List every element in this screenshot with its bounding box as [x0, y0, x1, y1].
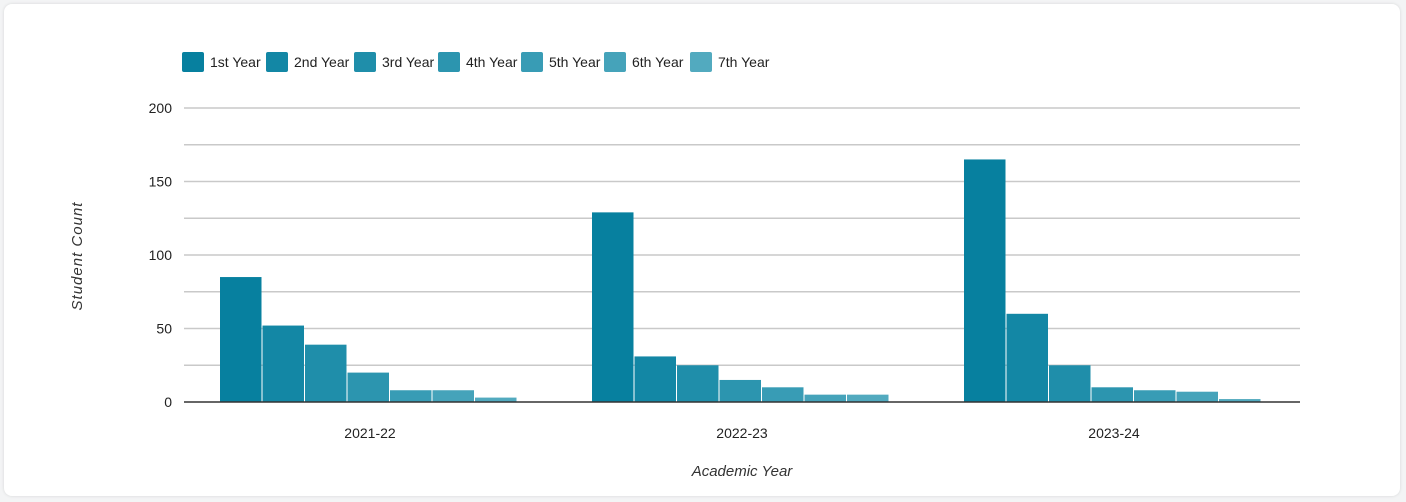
bar: [1176, 391, 1218, 402]
bar: [1219, 399, 1261, 402]
gridlines: [184, 107, 1300, 366]
x-axis-title: Academic Year: [691, 463, 794, 480]
bar: [347, 372, 389, 402]
legend-item: 3rd Year: [354, 52, 434, 72]
bar: [677, 365, 719, 402]
legend-label: 7th Year: [718, 54, 770, 70]
legend: 1st Year 2nd Year 3rd Year 4th Year 5th Year…: [182, 52, 770, 72]
y-tick-label: 100: [149, 247, 173, 263]
legend-label: 2nd Year: [294, 54, 350, 70]
legend-item: 6th Year: [604, 52, 684, 72]
bar: [592, 212, 634, 402]
bar: [432, 390, 474, 402]
x-tick-label: 2023-24: [1088, 425, 1140, 441]
bar: [390, 390, 432, 402]
bar-chart: 1st Year 2nd Year 3rd Year 4th Year 5th Year…: [69, 52, 1300, 480]
legend-label: 6th Year: [632, 54, 684, 70]
bar: [762, 387, 804, 402]
y-tick-label: 200: [149, 100, 173, 116]
bar: [964, 159, 1006, 402]
legend-label: 3rd Year: [382, 54, 434, 70]
bar: [262, 325, 304, 402]
bars: [220, 159, 1261, 402]
y-tick-label: 50: [156, 321, 172, 337]
legend-item: 4th Year: [438, 52, 518, 72]
legend-label: 5th Year: [549, 54, 601, 70]
legend-swatch: [354, 52, 376, 72]
y-axis-title: Student Count: [69, 202, 86, 311]
legend-swatch: [690, 52, 712, 72]
x-axis-categories: 2021-22 2022-23 2023-24: [344, 425, 1140, 441]
bar: [1049, 365, 1091, 402]
legend-swatch: [604, 52, 626, 72]
legend-swatch: [182, 52, 204, 72]
legend-swatch: [521, 52, 543, 72]
legend-label: 1st Year: [210, 54, 261, 70]
legend-item: 1st Year: [182, 52, 261, 72]
y-tick-label: 0: [164, 394, 172, 410]
bar: [475, 397, 517, 402]
legend-item: 5th Year: [521, 52, 601, 72]
bar: [634, 356, 676, 402]
bar: [305, 344, 347, 402]
legend-item: 7th Year: [690, 52, 770, 72]
bar: [719, 379, 761, 402]
bar: [804, 394, 846, 402]
y-tick-label: 150: [149, 174, 173, 190]
legend-label: 4th Year: [466, 54, 518, 70]
legend-swatch: [266, 52, 288, 72]
legend-swatch: [438, 52, 460, 72]
x-tick-label: 2022-23: [716, 425, 768, 441]
y-axis-ticks: 0 50 100 150 200: [149, 100, 173, 410]
legend-item: 2nd Year: [266, 52, 350, 72]
x-tick-label: 2021-22: [344, 425, 396, 441]
bar: [1091, 387, 1133, 402]
bar: [1134, 390, 1176, 402]
bar: [1006, 313, 1048, 402]
bar: [220, 277, 262, 402]
chart-card: 1st Year 2nd Year 3rd Year 4th Year 5th Year…: [4, 4, 1400, 496]
bar: [847, 394, 889, 402]
